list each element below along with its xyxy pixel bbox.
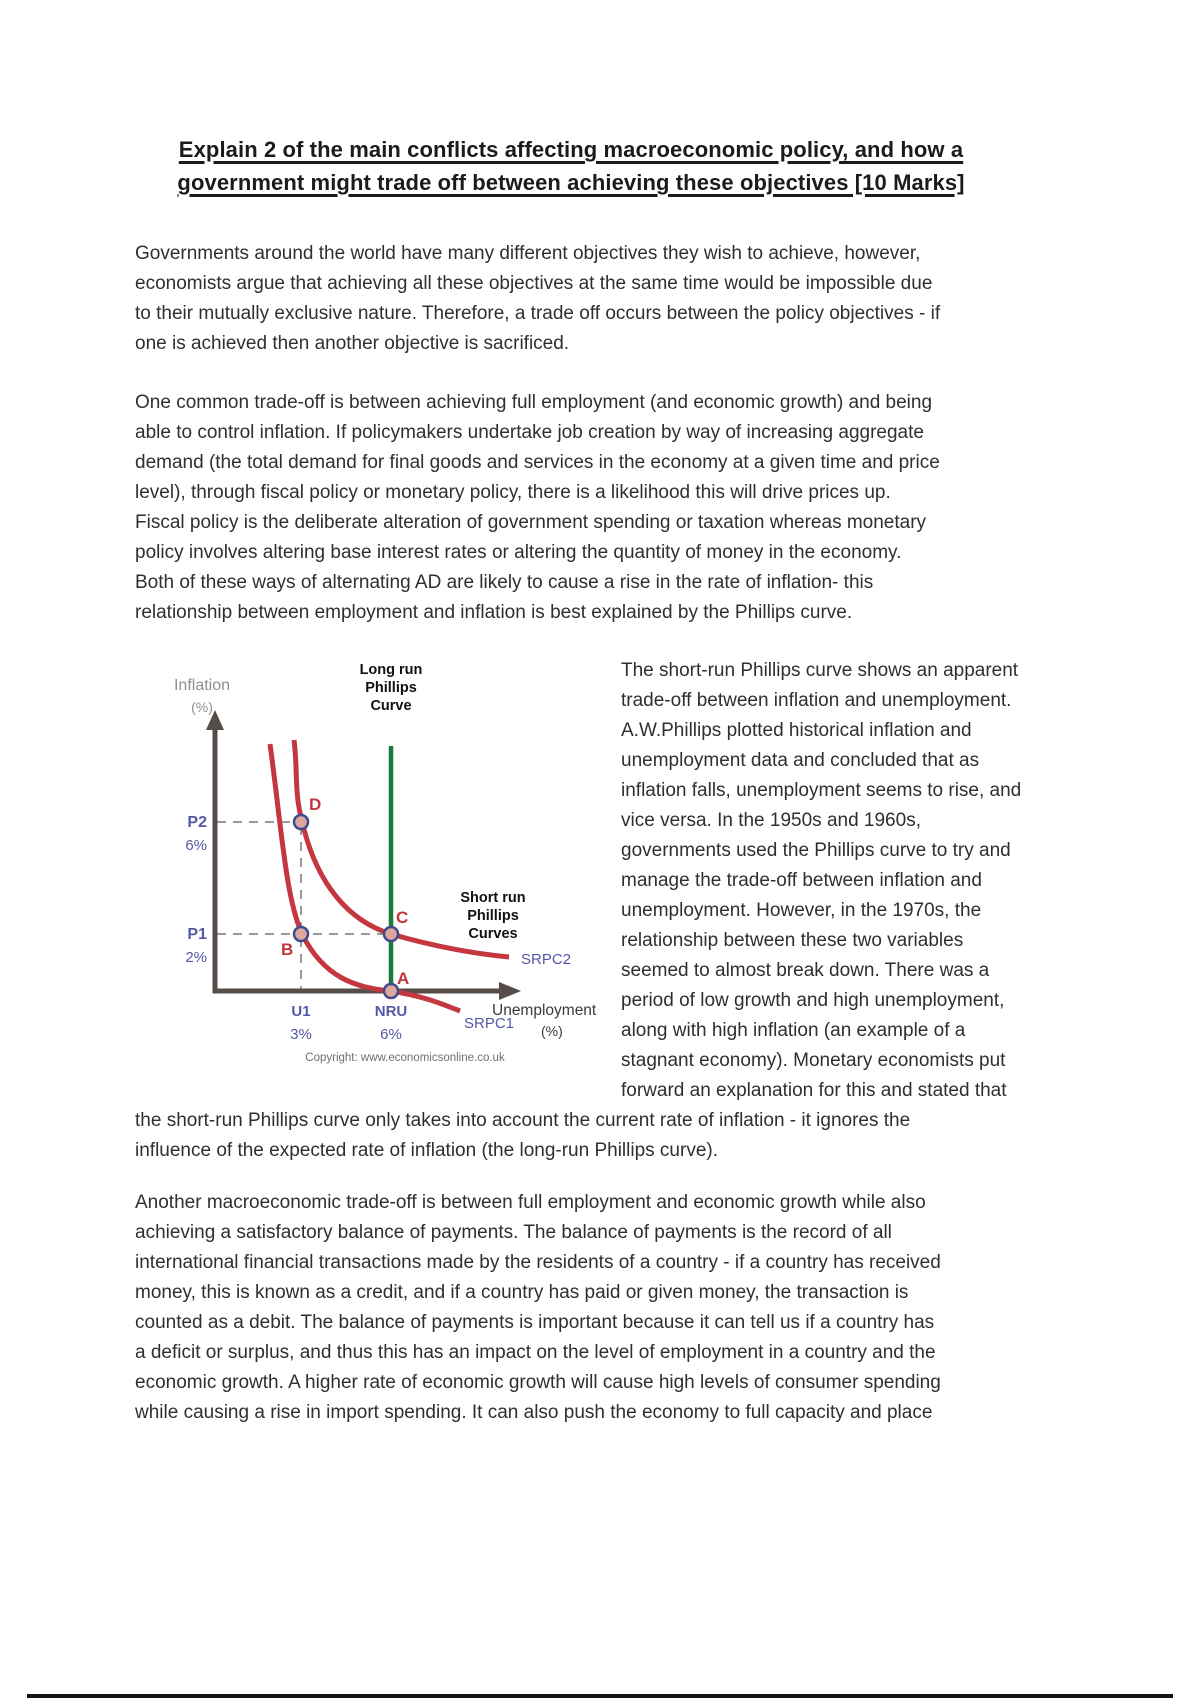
text-line: policy involves altering base interest r… (135, 542, 902, 563)
text-line: vice versa. In the 1950s and 1960s, (621, 810, 921, 831)
svg-text:Curve: Curve (370, 698, 411, 714)
paragraph-phillips-text-below: the short-run Phillips curve only takes … (135, 1106, 1007, 1166)
point-b-marker (292, 925, 310, 943)
point-c-label: C (396, 908, 408, 927)
srpc2-curve (291, 739, 510, 960)
svg-text:6%: 6% (380, 1026, 402, 1043)
point-d-marker (292, 813, 310, 831)
text-line: to their mutually exclusive nature. Ther… (135, 303, 941, 324)
lrpc-label: Long run Phillips Curve (360, 662, 423, 714)
paragraph-phillips-text-beside: The short-run Phillips curve shows an ap… (621, 656, 1022, 1106)
dashed-guides (217, 821, 387, 989)
text-line: level), through fiscal policy or monetar… (135, 482, 891, 503)
point-a-label: A (397, 969, 409, 988)
text-line: forward an explanation for this and stat… (621, 1080, 1007, 1101)
svg-text:2%: 2% (185, 949, 207, 966)
text-line: relationship between employment and infl… (135, 602, 853, 623)
text-line: One common trade-off is between achievin… (135, 392, 933, 413)
srpc1-curve (267, 743, 461, 1014)
x-tick-nru: NRU 6% (375, 1003, 408, 1043)
text-line: unemployment data and concluded that as (621, 750, 980, 771)
text-line: achieving a satisfactory balance of paym… (135, 1222, 892, 1243)
point-b-label: B (281, 940, 293, 959)
svg-text:P1: P1 (187, 926, 207, 943)
x-tick-u1: U1 3% (290, 1003, 312, 1043)
text-line: the short-run Phillips curve only takes … (135, 1110, 911, 1131)
text-line: inflation falls, unemployment seems to r… (621, 780, 1022, 801)
phillips-curve-figure: Inflation (%) Long run Phillips Curve Sh… (137, 654, 597, 1096)
svg-text:Phillips: Phillips (467, 908, 519, 924)
text-line: able to control inflation. If policymake… (135, 422, 924, 443)
y-tick-p1: P1 2% (185, 926, 207, 966)
text-line: government might trade off between achie… (177, 170, 965, 195)
paragraph-phillips-curve: Inflation (%) Long run Phillips Curve Sh… (135, 654, 1022, 1166)
srpc-label: Short run Phillips Curves (460, 890, 525, 942)
y-axis-units: (%) (191, 699, 213, 715)
text-line: stagnant economy). Monetary economists p… (621, 1050, 1006, 1071)
text-line: counted as a debit. The balance of payme… (135, 1312, 935, 1333)
svg-text:Curves: Curves (468, 926, 517, 942)
text-line: Both of these ways of alternating AD are… (135, 572, 874, 593)
point-c-marker (382, 925, 400, 943)
srpc1-curve-label: SRPC1 (464, 1015, 514, 1032)
svg-text:6%: 6% (185, 837, 207, 854)
page-bottom-border (27, 1694, 1173, 1698)
text-line: A.W.Phillips plotted historical inflatio… (621, 720, 972, 741)
figure-copyright: Copyright: www.economicsonline.co.uk (305, 1052, 505, 1064)
text-line: trade-off between inflation and unemploy… (621, 690, 1012, 711)
svg-text:NRU: NRU (375, 1003, 408, 1020)
text-line: one is achieved then another objective i… (135, 333, 570, 354)
y-tick-p2: P2 6% (185, 814, 207, 854)
essay-title: Explain 2 of the main conflicts affectin… (135, 0, 1007, 199)
text-line: along with high inflation (an example of… (621, 1020, 966, 1041)
text-line: demand (the total demand for final goods… (135, 452, 940, 473)
svg-text:Long run: Long run (360, 662, 423, 678)
text-line: Another macroeconomic trade-off is betwe… (135, 1192, 926, 1213)
text-line: influence of the expected rate of inflat… (135, 1140, 718, 1161)
text-line: a deficit or surplus, and thus this has … (135, 1342, 936, 1363)
x-axis (213, 982, 521, 1000)
y-axis (206, 710, 224, 993)
text-line: Governments around the world have many d… (135, 243, 921, 264)
text-line: governments used the Phillips curve to t… (621, 840, 1011, 861)
svg-text:P2: P2 (187, 814, 207, 831)
text-line: Fiscal policy is the deliberate alterati… (135, 512, 927, 533)
text-line: international financial transactions mad… (135, 1252, 941, 1273)
text-line: period of low growth and high unemployme… (621, 990, 1005, 1011)
paragraph-intro: Governments around the world have many d… (135, 239, 1007, 359)
y-axis-title: Inflation (174, 677, 230, 694)
text-line: economic growth. A higher rate of econom… (135, 1372, 941, 1393)
point-d-label: D (309, 795, 321, 814)
text-line: unemployment. However, in the 1970s, the (621, 900, 982, 921)
svg-text:Phillips: Phillips (365, 680, 417, 696)
phillips-curve-diagram: Inflation (%) Long run Phillips Curve Sh… (174, 662, 597, 1064)
srpc2-curve-label: SRPC2 (521, 951, 571, 968)
paragraph-tradeoff-inflation: One common trade-off is between achievin… (135, 388, 1007, 628)
text-line: relationship between these two variables (621, 930, 964, 951)
x-axis-title: Unemployment (492, 1002, 597, 1019)
svg-text:U1: U1 (291, 1003, 310, 1020)
svg-text:3%: 3% (290, 1026, 312, 1043)
text-line: manage the trade-off between inflation a… (621, 870, 982, 891)
text-line: while causing a rise in import spending.… (135, 1402, 933, 1423)
document-content: Explain 2 of the main conflicts affectin… (135, 0, 1022, 1428)
x-axis-arrow (499, 982, 521, 1000)
text-line: Explain 2 of the main conflicts affectin… (178, 137, 964, 162)
text-line: economists argue that achieving all thes… (135, 273, 933, 294)
y-axis-arrow (206, 710, 224, 730)
text-line: money, this is known as a credit, and if… (135, 1282, 909, 1303)
paragraph-balance-of-payments: Another macroeconomic trade-off is betwe… (135, 1188, 1007, 1428)
svg-text:Short run: Short run (460, 890, 525, 906)
point-a-marker (382, 982, 400, 1000)
text-line: The short-run Phillips curve shows an ap… (621, 660, 1019, 681)
text-line: seemed to almost break down. There was a (621, 960, 990, 981)
x-axis-units: (%) (541, 1023, 563, 1039)
